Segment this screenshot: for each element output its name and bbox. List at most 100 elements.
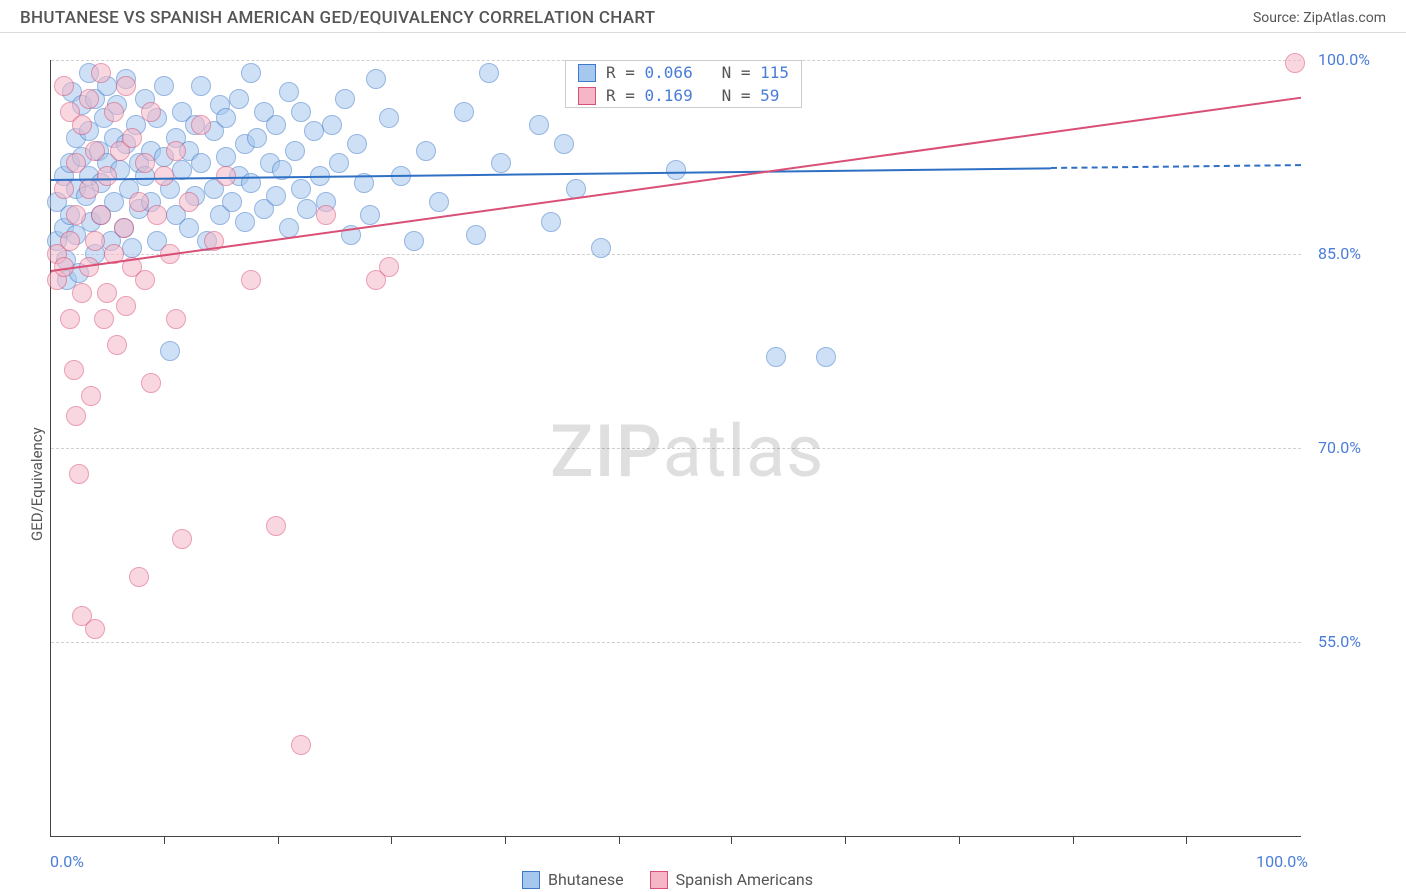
data-point	[154, 76, 174, 96]
data-point	[104, 102, 124, 122]
data-point	[291, 179, 311, 199]
y-tick-label: 85.0%	[1318, 244, 1361, 263]
data-point	[166, 141, 186, 161]
data-point	[416, 141, 436, 161]
data-point	[229, 89, 249, 109]
data-point	[191, 76, 211, 96]
data-point	[379, 257, 399, 277]
data-point	[122, 238, 142, 258]
data-point	[141, 373, 161, 393]
x-tick	[619, 836, 620, 844]
data-point	[454, 102, 474, 122]
series-legend: Bhutanese Spanish Americans	[522, 870, 813, 889]
data-point	[222, 192, 242, 212]
data-point	[179, 192, 199, 212]
x-tick	[959, 836, 960, 844]
data-point	[147, 205, 167, 225]
legend-label: Spanish Americans	[676, 870, 813, 889]
data-point	[404, 231, 424, 251]
data-point	[129, 567, 149, 587]
plot-region	[50, 60, 1301, 837]
legend-swatch	[578, 64, 596, 82]
data-point	[491, 153, 511, 173]
data-point	[347, 134, 367, 154]
data-point	[316, 205, 336, 225]
x-tick	[164, 836, 165, 844]
data-point	[114, 218, 134, 238]
data-point	[54, 76, 74, 96]
data-point	[247, 128, 267, 148]
data-point	[235, 212, 255, 232]
data-point	[266, 516, 286, 536]
chart-title: BHUTANESE VS SPANISH AMERICAN GED/EQUIVA…	[20, 8, 655, 28]
data-point	[97, 283, 117, 303]
legend-stats-text: R = 0.169 N = 59	[606, 86, 779, 105]
data-point	[529, 115, 549, 135]
data-point	[285, 141, 305, 161]
data-point	[216, 108, 236, 128]
data-point	[79, 179, 99, 199]
data-point	[116, 76, 136, 96]
data-point	[94, 309, 114, 329]
data-point	[129, 192, 149, 212]
x-tick	[505, 836, 506, 844]
title-bar: BHUTANESE VS SPANISH AMERICAN GED/EQUIVA…	[0, 0, 1406, 33]
gridline	[51, 254, 1301, 255]
data-point	[816, 347, 836, 367]
data-point	[241, 63, 261, 83]
data-point	[379, 108, 399, 128]
x-tick	[731, 836, 732, 844]
data-point	[179, 218, 199, 238]
legend-stats-row: R = 0.169 N = 59	[566, 84, 801, 107]
data-point	[360, 205, 380, 225]
data-point	[160, 341, 180, 361]
data-point	[466, 225, 486, 245]
data-point	[66, 406, 86, 426]
data-point	[479, 63, 499, 83]
data-point	[91, 205, 111, 225]
legend-stats-text: R = 0.066 N = 115	[606, 63, 789, 82]
data-point	[79, 89, 99, 109]
data-point	[266, 186, 286, 206]
data-point	[191, 153, 211, 173]
data-point	[766, 347, 786, 367]
data-point	[97, 166, 117, 186]
data-point	[54, 179, 74, 199]
data-point	[107, 335, 127, 355]
data-point	[666, 160, 686, 180]
legend-swatch	[578, 87, 596, 105]
legend-stats-row: R = 0.066 N = 115	[566, 61, 801, 84]
x-tick	[1073, 836, 1074, 844]
y-tick-label: 55.0%	[1318, 632, 1361, 651]
legend-swatch	[650, 871, 668, 889]
data-point	[141, 102, 161, 122]
data-point	[279, 82, 299, 102]
data-point	[322, 115, 342, 135]
stats-legend: R = 0.066 N = 115 R = 0.169 N = 59	[565, 60, 802, 108]
data-point	[154, 166, 174, 186]
data-point	[60, 231, 80, 251]
legend-item: Spanish Americans	[650, 870, 813, 889]
data-point	[122, 128, 142, 148]
data-point	[85, 619, 105, 639]
data-point	[72, 283, 92, 303]
x-tick	[845, 836, 846, 844]
gridline	[51, 448, 1301, 449]
data-point	[60, 309, 80, 329]
data-point	[291, 735, 311, 755]
y-axis-title: GED/Equivalency	[28, 427, 46, 541]
data-point	[72, 115, 92, 135]
data-point	[335, 89, 355, 109]
data-point	[81, 386, 101, 406]
legend-swatch	[522, 871, 540, 889]
data-point	[429, 192, 449, 212]
data-point	[241, 270, 261, 290]
data-point	[297, 199, 317, 219]
data-point	[91, 63, 111, 83]
chart-area: 55.0%70.0%85.0%100.0%0.0%100.0% R = 0.06…	[0, 36, 1406, 892]
data-point	[64, 360, 84, 380]
x-tick-label: 0.0%	[50, 852, 84, 871]
data-point	[66, 205, 86, 225]
data-point	[554, 134, 574, 154]
legend-label: Bhutanese	[548, 870, 624, 889]
